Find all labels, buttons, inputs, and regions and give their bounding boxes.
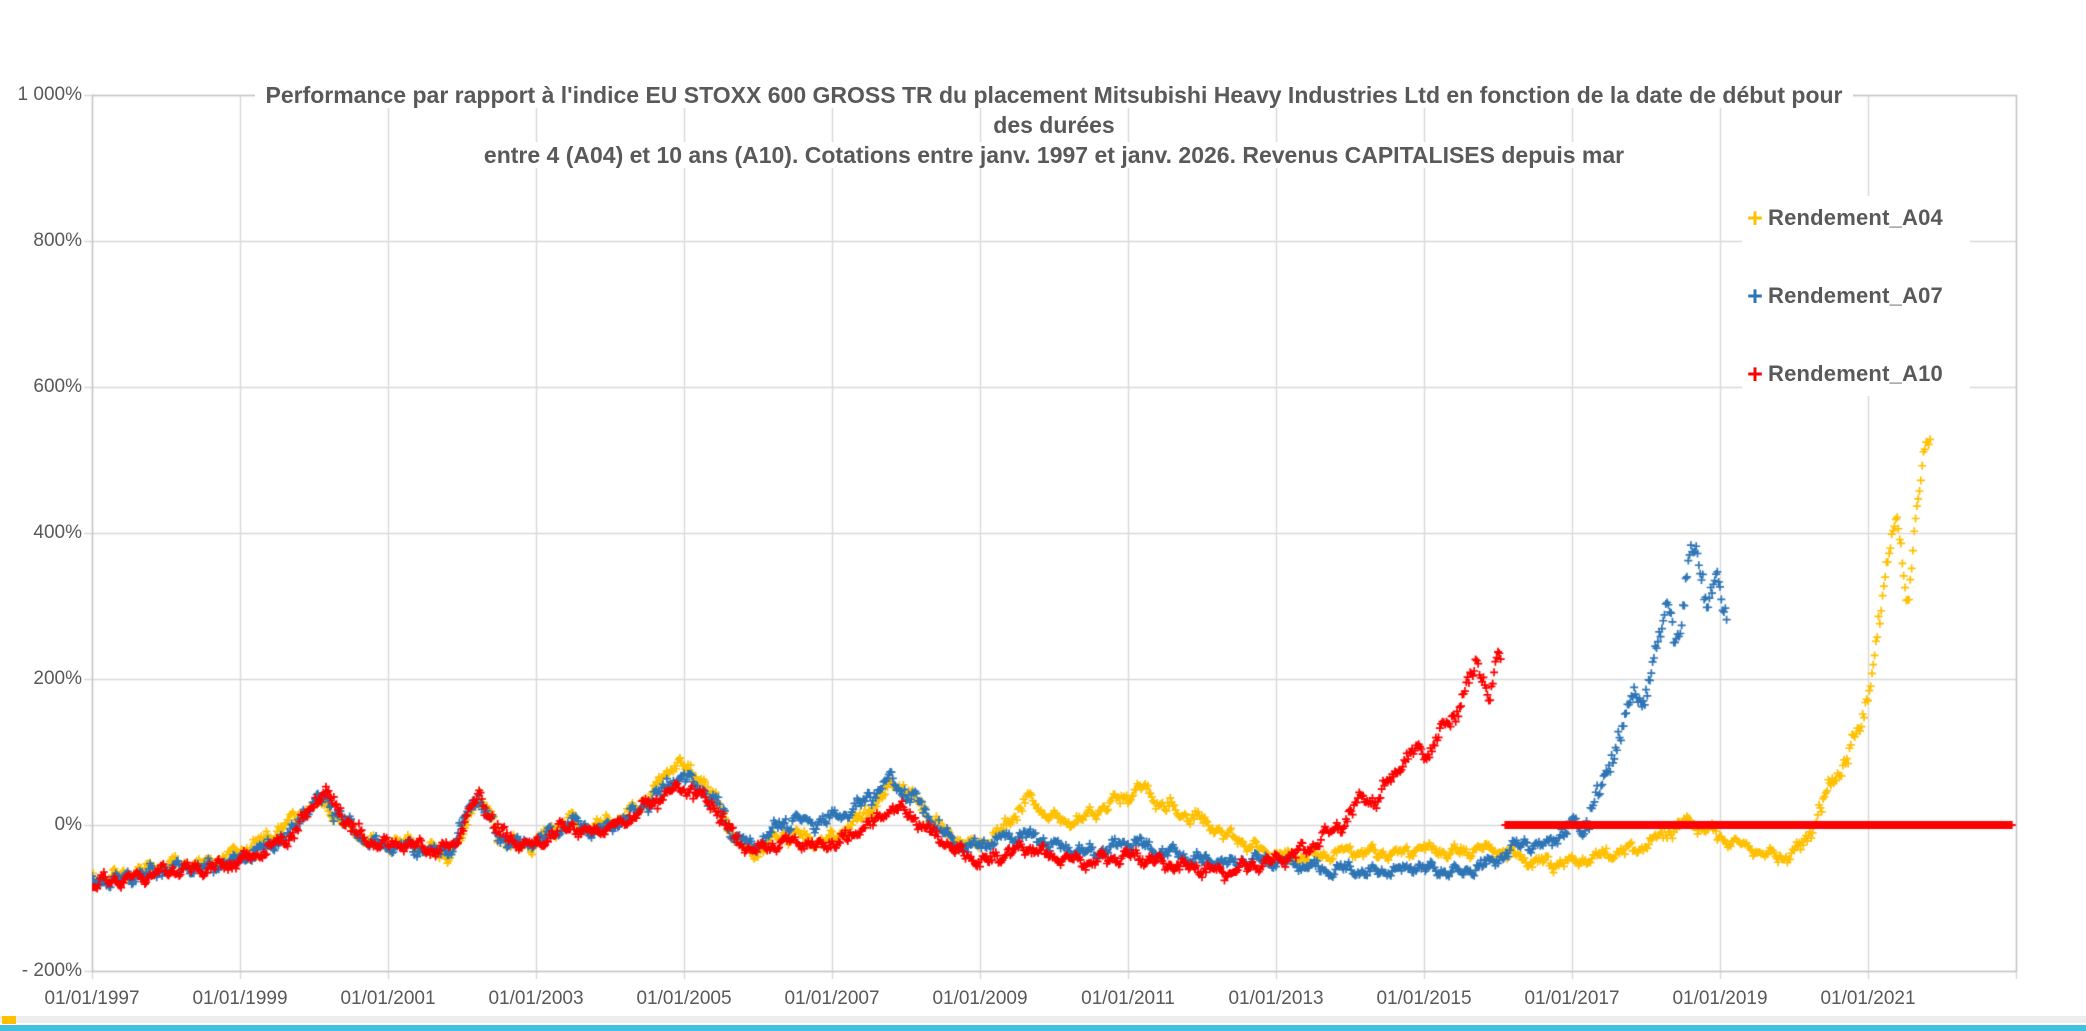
chart-title-line-3: entre 4 (A04) et 10 ans (A10). Cotations… xyxy=(473,142,1635,168)
plus-marker-icon: + xyxy=(1747,203,1763,233)
y-tick-label: 600% xyxy=(33,376,82,397)
chart-title-line-1: Performance par rapport à l'indice EU ST… xyxy=(255,82,1853,108)
x-tick-label: 01/01/2013 xyxy=(1228,988,1324,1009)
x-tick-label: 01/01/1997 xyxy=(44,988,140,1009)
x-tick-label: 01/01/2001 xyxy=(340,988,436,1009)
x-tick-label: 01/01/2011 xyxy=(1081,988,1175,1009)
plus-marker-icon: + xyxy=(1747,281,1763,311)
y-tick-label: 0% xyxy=(54,814,82,835)
bottom-scrollbar-strip[interactable] xyxy=(0,1025,2086,1031)
chart-title-line-2: des durées xyxy=(983,112,1125,138)
x-tick-label: 01/01/2003 xyxy=(488,988,584,1009)
plus-marker-icon: + xyxy=(1747,359,1763,389)
x-tick-label: 01/01/2005 xyxy=(636,988,732,1009)
y-tick-label: 1 000% xyxy=(17,84,82,105)
x-tick-label: 01/01/2009 xyxy=(932,988,1028,1009)
chart-legend: + Rendement_A04 + Rendement_A07 + Rendem… xyxy=(1742,196,1970,396)
y-tick-label: - 200% xyxy=(21,960,82,981)
legend-item-rendement-a10[interactable]: + Rendement_A10 xyxy=(1742,360,1970,388)
x-tick-label: 01/01/2015 xyxy=(1376,988,1472,1009)
x-tick-label: 01/01/1999 xyxy=(192,988,288,1009)
x-tick-label: 01/01/2019 xyxy=(1672,988,1768,1009)
x-tick-label: 01/01/2021 xyxy=(1820,988,1916,1009)
accent-bottom-left xyxy=(2,1016,16,1024)
chart-title: Performance par rapport à l'indice EU ST… xyxy=(92,80,2016,170)
bottom-frame-strip xyxy=(0,1016,2086,1023)
x-tick-label: 01/01/2007 xyxy=(784,988,880,1009)
y-tick-label: 200% xyxy=(33,668,82,689)
legend-label: Rendement_A04 xyxy=(1768,205,1943,230)
x-tick-label: 01/01/2017 xyxy=(1524,988,1620,1009)
y-tick-label: 800% xyxy=(33,230,82,251)
legend-label: Rendement_A07 xyxy=(1768,283,1943,308)
legend-item-rendement-a04[interactable]: + Rendement_A04 xyxy=(1742,204,1970,232)
y-tick-label: 400% xyxy=(33,522,82,543)
legend-label: Rendement_A10 xyxy=(1768,361,1943,386)
legend-item-rendement-a07[interactable]: + Rendement_A07 xyxy=(1742,282,1970,310)
